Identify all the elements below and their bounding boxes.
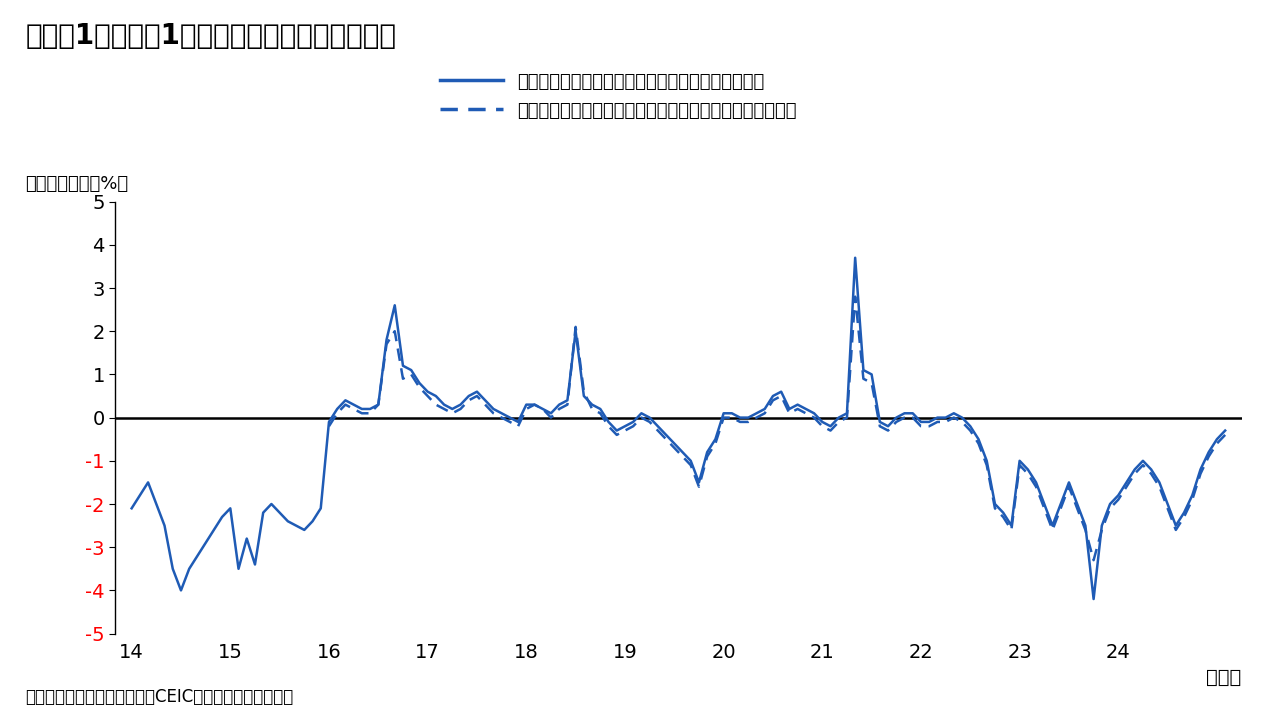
Text: （図表1）日本：1人あたり実質平均賃金の推移: （図表1）日本：1人あたり実質平均賃金の推移	[26, 22, 397, 50]
Text: （年）: （年）	[1206, 668, 1242, 687]
Text: （前年同月比、%）: （前年同月比、%）	[26, 175, 128, 193]
Legend: １人あたり実質賃金（公表値、共通事業所ベース）, １人あたり実質賃金（公表値、共通事業所でないベース）: １人あたり実質賃金（公表値、共通事業所ベース）, １人あたり実質賃金（公表値、共…	[439, 73, 796, 120]
Text: （出所）毎月勤労統計およびCEICよりインベスコが作成: （出所）毎月勤労統計およびCEICよりインベスコが作成	[26, 688, 294, 706]
